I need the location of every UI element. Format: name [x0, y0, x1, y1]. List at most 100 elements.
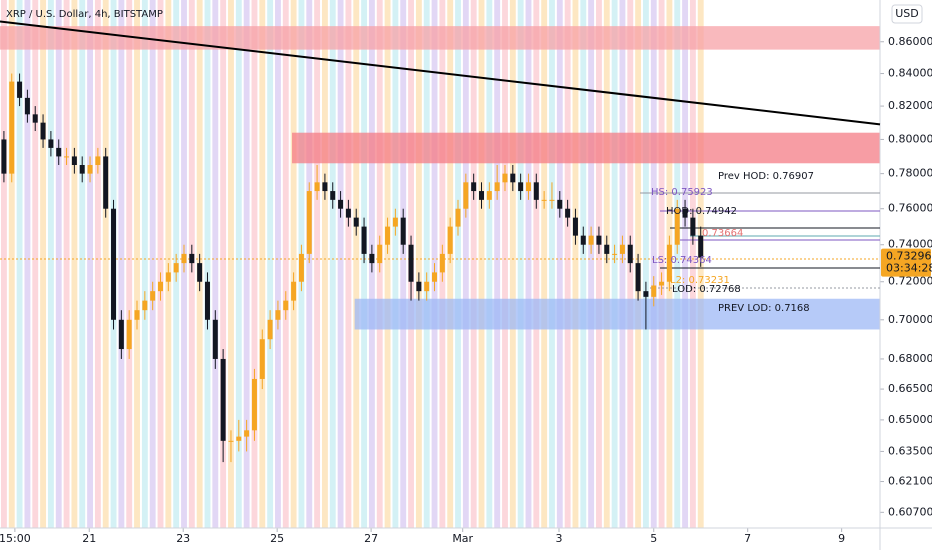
candle-body [635, 263, 641, 292]
candle-body [111, 208, 117, 320]
session-stripe [16, 0, 23, 528]
session-stripe [533, 0, 540, 528]
session-stripe [384, 0, 391, 528]
session-stripe [329, 0, 336, 528]
session-stripe [658, 0, 665, 528]
candle-body [228, 440, 234, 442]
candle-body [118, 319, 124, 350]
currency-box [891, 4, 923, 24]
candle-body [666, 244, 672, 282]
candle-body [353, 217, 359, 227]
candle-body [690, 217, 696, 236]
session-stripe [392, 0, 399, 528]
candle-body [64, 156, 70, 158]
session-stripe [556, 0, 563, 528]
annotation: L2: 0.73231 [670, 275, 730, 286]
y-tick-label: 0.78000 [888, 167, 932, 180]
candle-body [314, 182, 320, 192]
candle-body [486, 191, 492, 200]
session-stripe [689, 0, 696, 528]
session-stripe [455, 0, 461, 528]
y-tick-label: 0.82000 [888, 99, 932, 112]
candle-body [267, 319, 273, 340]
candle-body [244, 430, 250, 437]
y-tick-label: 0.70000 [888, 313, 932, 326]
candle-body [619, 244, 625, 254]
session-stripe [118, 0, 125, 528]
candle-body [463, 182, 469, 209]
candle-body [306, 191, 312, 254]
candle-body [596, 235, 602, 245]
session-stripe [290, 0, 297, 528]
candle-body [275, 310, 281, 320]
session-stripe [149, 0, 156, 528]
candle-body [338, 199, 344, 209]
annotation: HOD: 0.74942 [666, 206, 737, 217]
session-stripe [282, 0, 289, 528]
session-stripe [204, 0, 211, 528]
candle-body [447, 226, 453, 254]
candle-body [416, 281, 422, 292]
session-stripe [415, 0, 422, 528]
session-stripe [87, 0, 93, 528]
candle-body [549, 199, 555, 201]
x-tick-label: 9 [838, 532, 845, 545]
candle-body [1, 139, 7, 174]
candle-body [541, 199, 547, 201]
x-tick-label: 21 [82, 532, 96, 545]
session-stripe [71, 0, 78, 528]
session-stripe [47, 0, 54, 528]
candle-body [494, 182, 500, 192]
y-tick-label: 0.74000 [888, 238, 932, 251]
zone [292, 132, 881, 164]
candle-body [220, 358, 226, 441]
session-stripe [470, 0, 477, 528]
candle-body [48, 139, 54, 148]
y-tick-label: 0.65000 [888, 413, 932, 426]
candle-body [197, 263, 203, 282]
candle-body [385, 226, 391, 245]
session-stripe [674, 0, 681, 528]
x-tick-label: 27 [364, 532, 378, 545]
candle-body [79, 165, 85, 174]
candle-body [126, 319, 132, 350]
session-stripe [502, 0, 508, 528]
x-tick-label: 5 [650, 532, 657, 545]
candle-body [432, 272, 438, 282]
session-stripe [525, 0, 532, 528]
candle-body [345, 208, 351, 218]
last-price-box [881, 248, 931, 277]
session-stripe [79, 0, 86, 528]
session-stripe [314, 0, 321, 528]
candle-body [471, 182, 477, 192]
y-tick-label: 0.76000 [888, 202, 932, 215]
candle-body [9, 81, 15, 174]
candle-body [259, 339, 265, 379]
candle-body [525, 182, 531, 192]
annotation: Prev HOD: 0.76907 [718, 171, 814, 182]
candle-body [291, 281, 297, 301]
session-stripe [275, 0, 281, 528]
session-stripe [235, 0, 242, 528]
zone [0, 26, 880, 50]
session-stripe [611, 0, 618, 528]
candle-body [103, 156, 109, 209]
session-stripe [337, 0, 344, 528]
session-stripe [126, 0, 133, 528]
candle-body [40, 122, 46, 140]
session-stripe [251, 0, 258, 528]
candle-body [588, 235, 594, 245]
session-stripe [572, 0, 579, 528]
candle-body [424, 281, 430, 292]
session-stripe [462, 0, 469, 528]
candle-body [369, 253, 375, 264]
y-tick-label: 0.86000 [888, 35, 932, 48]
candle-body [157, 281, 164, 292]
candle-body [330, 191, 336, 200]
candle-body [698, 235, 704, 258]
x-tick-label: 25 [270, 532, 284, 545]
candle-body [400, 217, 406, 245]
session-stripe [345, 0, 352, 528]
session-stripe [650, 0, 657, 528]
